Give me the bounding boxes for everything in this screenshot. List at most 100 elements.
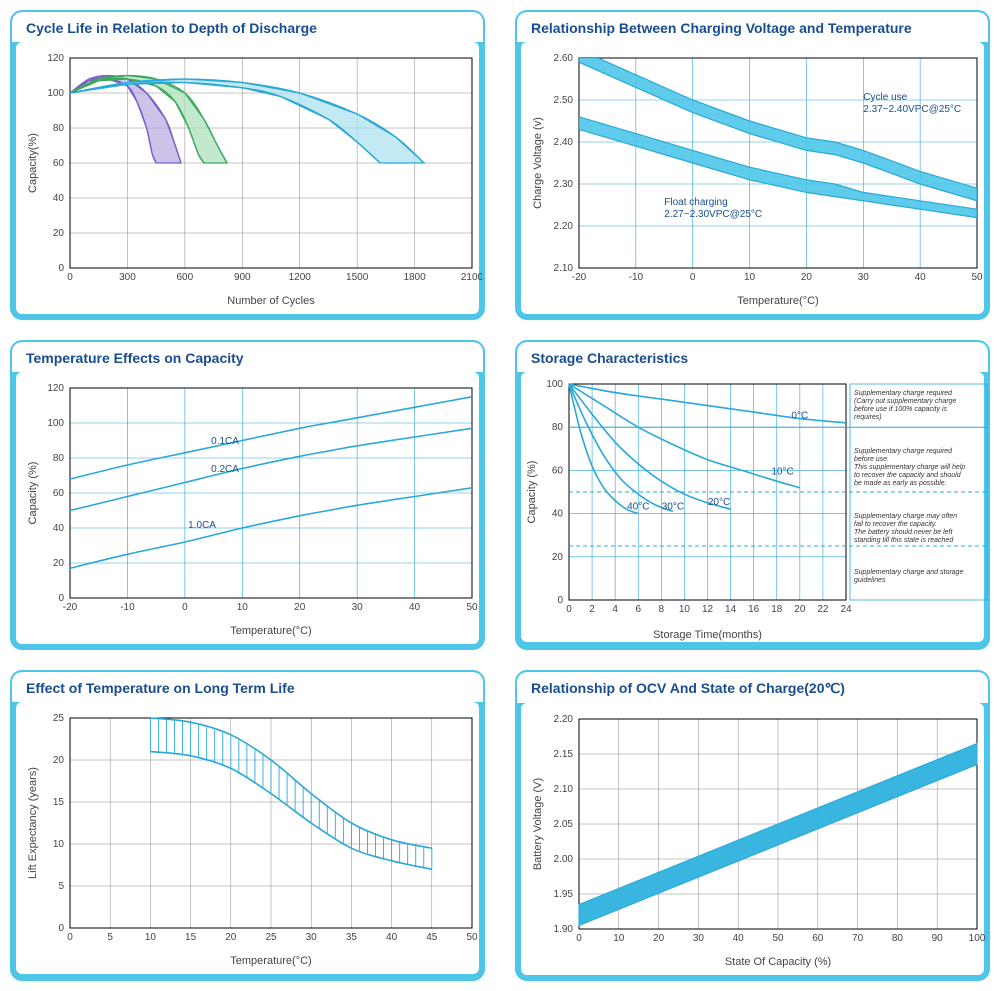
svg-text:2.60: 2.60: [554, 53, 574, 64]
panel-storage: Storage Characteristics 0246810121416182…: [515, 340, 990, 650]
svg-text:Float charging: Float charging: [664, 197, 727, 208]
svg-text:1.90: 1.90: [554, 924, 574, 935]
svg-text:Capacity(%): Capacity(%): [27, 133, 39, 193]
svg-text:5: 5: [58, 881, 64, 892]
svg-text:40: 40: [386, 932, 398, 943]
svg-text:2.40: 2.40: [554, 137, 574, 148]
chart-storage: 024681012141618202224020406080100Storage…: [521, 372, 990, 642]
svg-text:0: 0: [67, 932, 73, 943]
svg-text:1800: 1800: [403, 272, 426, 283]
panel-body: -20-1001020304050020406080100120Temperat…: [16, 372, 479, 644]
svg-text:Supplementary charge required: Supplementary charge required: [854, 390, 953, 397]
svg-text:20: 20: [53, 755, 65, 766]
svg-text:Supplementary charge may often: Supplementary charge may often: [854, 513, 957, 520]
panel-title: Effect of Temperature on Long Term Life: [12, 672, 483, 702]
svg-text:30: 30: [306, 932, 318, 943]
svg-text:100: 100: [47, 88, 64, 99]
svg-text:0: 0: [67, 272, 73, 283]
svg-text:before use if 100% capacity is: before use if 100% capacity is: [854, 406, 947, 413]
svg-text:0°C: 0°C: [791, 411, 808, 422]
svg-text:-10: -10: [629, 272, 644, 283]
svg-text:standing till this state is re: standing till this state is reached: [854, 537, 954, 544]
svg-text:22: 22: [817, 604, 829, 615]
svg-text:100: 100: [969, 933, 986, 944]
svg-text:1.0CA: 1.0CA: [188, 520, 216, 531]
svg-text:Temperature(°C): Temperature(°C): [230, 955, 311, 967]
svg-text:10: 10: [613, 933, 625, 944]
chart-temp-capacity: -20-1001020304050020406080100120Temperat…: [22, 378, 482, 638]
svg-text:30: 30: [352, 602, 364, 613]
svg-text:100: 100: [546, 379, 563, 390]
svg-text:15: 15: [53, 797, 65, 808]
chart-cycle-life: 0300600900120015001800210002040608010012…: [22, 48, 482, 308]
svg-text:10: 10: [145, 932, 157, 943]
svg-text:0: 0: [58, 593, 64, 604]
svg-text:50: 50: [466, 932, 478, 943]
svg-text:4: 4: [612, 604, 618, 615]
svg-text:-20: -20: [572, 272, 587, 283]
svg-text:10: 10: [237, 602, 249, 613]
svg-text:120: 120: [47, 383, 64, 394]
svg-text:40: 40: [552, 509, 564, 520]
svg-text:120: 120: [47, 53, 64, 64]
svg-text:16: 16: [748, 604, 760, 615]
svg-text:Capacity (%): Capacity (%): [526, 461, 538, 524]
svg-text:20: 20: [653, 933, 665, 944]
panel-title: Storage Characteristics: [517, 342, 988, 372]
svg-text:40°C: 40°C: [627, 501, 649, 512]
panel-title: Cycle Life in Relation to Depth of Disch…: [12, 12, 483, 42]
svg-text:-10: -10: [120, 602, 135, 613]
svg-text:2.30: 2.30: [554, 179, 574, 190]
panel-body: 0300600900120015001800210002040608010012…: [16, 42, 479, 314]
svg-text:50: 50: [466, 602, 478, 613]
svg-text:2.00: 2.00: [554, 854, 574, 865]
svg-text:before use.: before use.: [854, 456, 889, 463]
svg-text:90: 90: [932, 933, 944, 944]
svg-text:40: 40: [733, 933, 745, 944]
svg-text:40: 40: [915, 272, 927, 283]
svg-text:Number of Cycles: Number of Cycles: [227, 295, 315, 307]
svg-text:0.2CA: 0.2CA: [211, 464, 239, 475]
svg-text:50: 50: [772, 933, 784, 944]
svg-text:0: 0: [690, 272, 696, 283]
svg-text:10: 10: [679, 604, 691, 615]
svg-text:guidelines: guidelines: [854, 577, 886, 584]
svg-text:The battery should never be le: The battery should never be left: [854, 529, 954, 536]
chart-ocv-soc: 01020304050607080901001.901.952.002.052.…: [527, 709, 987, 969]
svg-text:2.05: 2.05: [554, 819, 574, 830]
svg-text:60: 60: [552, 465, 564, 476]
svg-text:100: 100: [47, 418, 64, 429]
svg-text:60: 60: [812, 933, 824, 944]
svg-text:Capacity (%): Capacity (%): [27, 462, 39, 525]
panel-body: 051015202530354045500510152025Temperatur…: [16, 702, 479, 974]
panel-title: Temperature Effects on Capacity: [12, 342, 483, 372]
svg-text:0: 0: [557, 595, 563, 606]
svg-text:20: 20: [552, 552, 564, 563]
svg-text:40: 40: [53, 193, 65, 204]
svg-text:be made as early as possible.: be made as early as possible.: [854, 480, 947, 487]
svg-text:2.15: 2.15: [554, 749, 574, 760]
svg-text:45: 45: [426, 932, 438, 943]
svg-text:2.20: 2.20: [554, 714, 574, 725]
svg-text:0.1CA: 0.1CA: [211, 436, 239, 447]
svg-text:2.10: 2.10: [554, 263, 574, 274]
svg-text:12: 12: [702, 604, 714, 615]
svg-text:0: 0: [58, 263, 64, 274]
svg-text:600: 600: [177, 272, 194, 283]
svg-text:1200: 1200: [289, 272, 312, 283]
svg-text:10: 10: [744, 272, 756, 283]
svg-text:14: 14: [725, 604, 737, 615]
chart-charging-voltage: -20-10010203040502.102.202.302.402.502.6…: [527, 48, 987, 308]
svg-text:Supplementary charge required: Supplementary charge required: [854, 448, 953, 455]
svg-text:20: 20: [801, 272, 813, 283]
svg-text:25: 25: [265, 932, 277, 943]
svg-text:2: 2: [589, 604, 595, 615]
svg-text:requires): requires): [854, 414, 882, 421]
panel-temp-capacity: Temperature Effects on Capacity -20-1001…: [10, 340, 485, 650]
panel-charging-voltage: Relationship Between Charging Voltage an…: [515, 10, 990, 320]
svg-text:1.95: 1.95: [554, 889, 574, 900]
svg-text:60: 60: [53, 158, 65, 169]
svg-text:1500: 1500: [346, 272, 369, 283]
svg-text:Supplementary charge and stora: Supplementary charge and storage: [854, 569, 963, 576]
svg-text:30°C: 30°C: [662, 501, 684, 512]
